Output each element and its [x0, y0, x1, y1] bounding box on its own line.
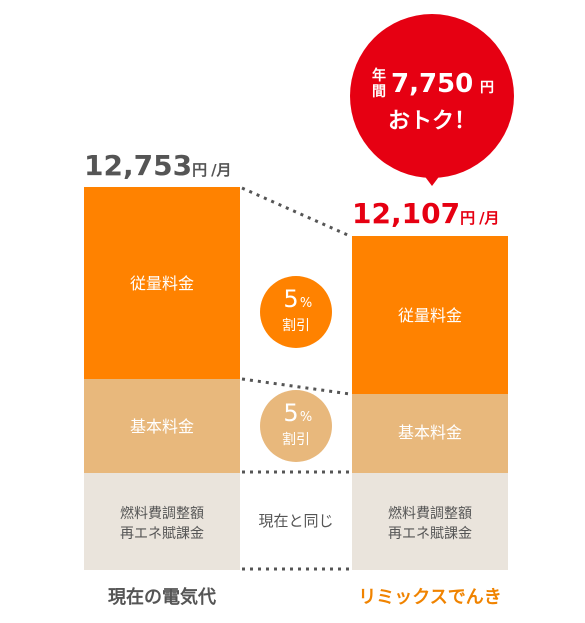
total-remix-value: 12,107円/月	[352, 197, 500, 230]
discount-basic-pct: 5	[283, 399, 298, 427]
connector-lines	[241, 186, 351, 571]
total-current-value: 12,753円/月	[84, 149, 232, 182]
bar-current-basic	[84, 379, 240, 473]
bar-current: 従量料金 基本料金 燃料費調整額 再エネ賦課金	[84, 187, 240, 570]
savings-prefix-1: 年	[372, 67, 386, 84]
total-remix-unit: 円	[460, 209, 475, 227]
discount-usage-pct-sign: %	[300, 296, 312, 311]
total-current-per: /月	[211, 161, 231, 179]
total-remix-per: /月	[479, 209, 499, 227]
savings-line2: おトク！	[388, 109, 476, 134]
savings-unit: 円	[480, 80, 494, 96]
bar-current-fuel-label-1: 燃料費調整額	[120, 505, 204, 522]
bar-remix-basic-label: 基本料金	[398, 423, 462, 442]
same-as-current-label: 現在と同じ	[258, 512, 333, 530]
savings-callout-bubble	[350, 14, 514, 178]
category-remix: リミックスでんき	[358, 587, 501, 608]
discount-basic-pct-sign: %	[300, 410, 312, 425]
discount-usage-text: 割引	[282, 317, 310, 334]
discount-basic: 5 % 割引	[260, 390, 332, 462]
category-current: 現在の電気代	[108, 586, 216, 608]
savings-callout-tail	[420, 170, 444, 186]
total-remix-number: 12,107	[352, 197, 460, 230]
bar-remix-usage-label: 従量料金	[398, 306, 462, 325]
bar-remix-basic	[352, 394, 508, 473]
total-current-number: 12,753	[84, 149, 192, 182]
bar-remix-usage	[352, 236, 508, 394]
savings-prefix-2: 間	[372, 84, 386, 100]
discount-usage-pct: 5	[283, 285, 298, 313]
bar-remix-fuel	[352, 473, 508, 570]
connector-top	[241, 186, 351, 238]
bar-remix-fuel-label-1: 燃料費調整額	[388, 505, 472, 522]
total-remix: 12,107円/月	[352, 197, 500, 230]
discount-basic-circle	[260, 390, 332, 462]
bar-current-usage	[84, 187, 240, 379]
discount-usage-circle	[260, 276, 332, 348]
bar-current-basic-label: 基本料金	[130, 417, 194, 436]
bar-remix: 従量料金 基本料金 燃料費調整額 再エネ賦課金	[352, 236, 508, 570]
savings-amount: 7,750	[391, 69, 473, 99]
bar-current-fuel	[84, 473, 240, 570]
total-current-unit: 円	[192, 161, 207, 179]
connector-mid	[241, 377, 351, 396]
bar-current-fuel-label-2: 再エネ賦課金	[120, 526, 204, 542]
discount-usage: 5 % 割引	[260, 276, 332, 348]
savings-callout: 年 間 7,750 円 おトク！	[350, 14, 514, 186]
bar-remix-fuel-label-2: 再エネ賦課金	[388, 526, 472, 542]
total-current: 12,753円/月	[84, 149, 232, 182]
discount-basic-text: 割引	[282, 431, 310, 448]
bar-current-usage-label: 従量料金	[130, 274, 194, 293]
